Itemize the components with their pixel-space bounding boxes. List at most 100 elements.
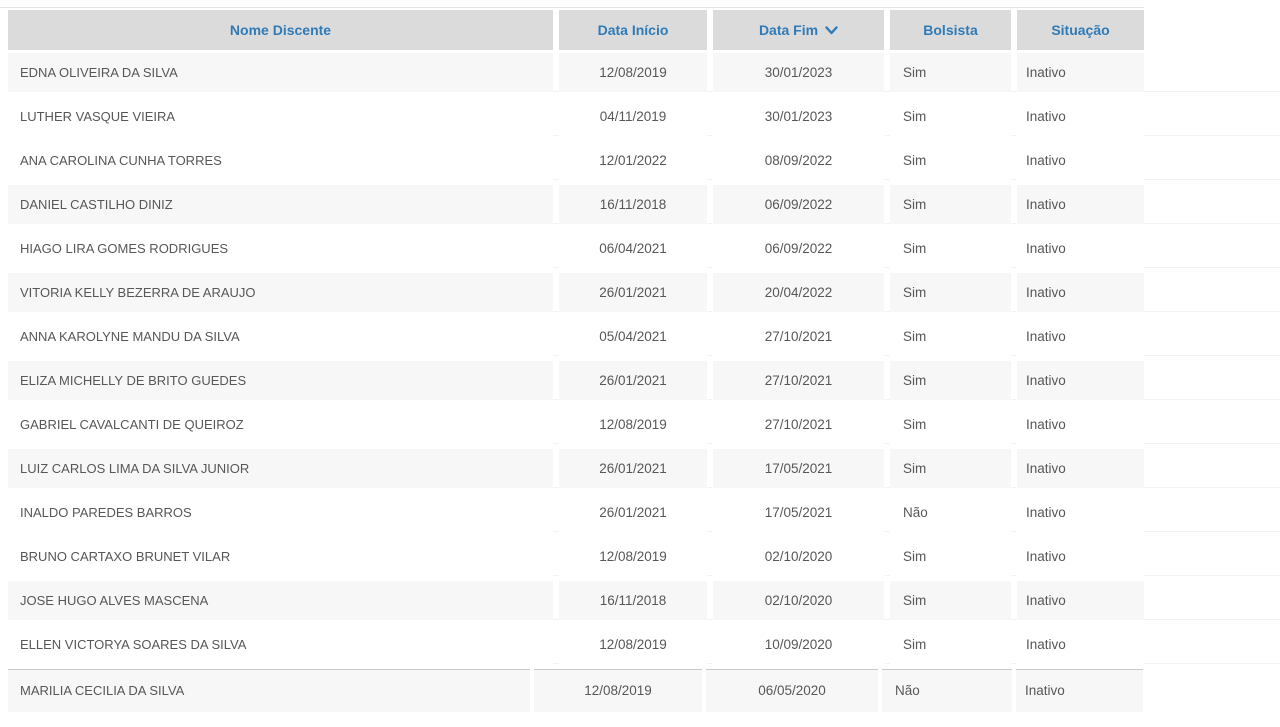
cell-nome-discente: GABRIEL CAVALCANTI DE QUEIROZ	[8, 405, 553, 444]
cell-data-fim: 27/10/2021	[713, 317, 884, 356]
cell-nome-discente: ELIZA MICHELLY DE BRITO GUEDES	[8, 361, 553, 400]
cell-data-fim: 02/10/2020	[713, 581, 884, 620]
cell-data-inicio: 16/11/2018	[559, 581, 707, 620]
cell-data-inicio: 12/08/2019	[559, 53, 707, 92]
cell-data-fim: 20/04/2022	[713, 273, 884, 312]
cell-data-fim: 17/05/2021	[713, 449, 884, 488]
cell-data-inicio: 12/08/2019	[559, 405, 707, 444]
cell-bolsista: Sim	[890, 185, 1011, 224]
column-header-nome-discente[interactable]: Nome Discente	[8, 10, 553, 50]
column-header-situacao[interactable]: Situação	[1017, 10, 1144, 50]
table-row: ANA CAROLINA CUNHA TORRES 12/01/2022 08/…	[8, 141, 1280, 180]
cell-nome-discente: LUTHER VASQUE VIEIRA	[8, 97, 553, 136]
cell-data-fim: 27/10/2021	[713, 361, 884, 400]
cell-data-inicio: 06/04/2021	[559, 229, 707, 268]
cell-bolsista: Sim	[890, 405, 1011, 444]
cell-data-fim: 06/09/2022	[713, 229, 884, 268]
cell-situacao: Inativo	[1017, 229, 1144, 268]
cell-bolsista: Sim	[890, 581, 1011, 620]
cell-bolsista: Sim	[890, 53, 1011, 92]
cell-data-fim: 06/09/2022	[713, 185, 884, 224]
table-header-row: Nome Discente Data Início Data Fim Bolsi…	[8, 10, 1280, 50]
cell-data-inicio: 26/01/2021	[559, 493, 707, 532]
cell-data-fim: 02/10/2020	[713, 537, 884, 576]
cell-situacao: Inativo	[1017, 53, 1144, 92]
cell-bolsista: Não	[890, 493, 1011, 532]
cell-bolsista: Sim	[890, 141, 1011, 180]
cell-data-inicio: 26/01/2021	[559, 361, 707, 400]
cell-data-inicio: 05/04/2021	[559, 317, 707, 356]
column-header-bolsista[interactable]: Bolsista	[890, 10, 1011, 50]
cell-data-inicio: 26/01/2021	[559, 273, 707, 312]
table-row: VITORIA KELLY BEZERRA DE ARAUJO 26/01/20…	[8, 273, 1280, 312]
chevron-down-icon[interactable]	[825, 10, 838, 50]
table-row: HIAGO LIRA GOMES RODRIGUES 06/04/2021 06…	[8, 229, 1280, 268]
cell-situacao: Inativo	[1017, 537, 1144, 576]
cell-situacao: Inativo	[1017, 361, 1144, 400]
cell-bolsista: Sim	[890, 361, 1011, 400]
cell-nome-discente: LUIZ CARLOS LIMA DA SILVA JUNIOR	[8, 449, 553, 488]
cell-situacao: Inativo	[1017, 141, 1144, 180]
cell-data-inicio: 12/08/2019	[534, 669, 702, 712]
cell-nome-discente: JOSE HUGO ALVES MASCENA	[8, 581, 553, 620]
cell-nome-discente: ELLEN VICTORYA SOARES DA SILVA	[8, 625, 553, 664]
table-row: ANNA KAROLYNE MANDU DA SILVA 05/04/2021 …	[8, 317, 1280, 356]
cell-data-fim: 10/09/2020	[713, 625, 884, 664]
table-row: LUTHER VASQUE VIEIRA 04/11/2019 30/01/20…	[8, 97, 1280, 136]
cell-situacao: Inativo	[1017, 405, 1144, 444]
cell-bolsista: Sim	[890, 449, 1011, 488]
cell-situacao: Inativo	[1017, 317, 1144, 356]
cell-bolsista: Sim	[890, 229, 1011, 268]
cell-data-inicio: 12/08/2019	[559, 537, 707, 576]
cell-data-inicio: 12/01/2022	[559, 141, 707, 180]
table-top-border	[0, 7, 1144, 8]
cell-bolsista: Sim	[890, 537, 1011, 576]
cell-data-fim: 27/10/2021	[713, 405, 884, 444]
table-body: EDNA OLIVEIRA DA SILVA 12/08/2019 30/01/…	[0, 53, 1280, 712]
cell-situacao: Inativo	[1017, 493, 1144, 532]
cell-bolsista: Sim	[890, 273, 1011, 312]
column-header-data-fim[interactable]: Data Fim	[713, 10, 884, 50]
column-header-data-inicio[interactable]: Data Início	[559, 10, 707, 50]
table-row: LUIZ CARLOS LIMA DA SILVA JUNIOR 26/01/2…	[8, 449, 1280, 488]
cell-nome-discente: HIAGO LIRA GOMES RODRIGUES	[8, 229, 553, 268]
cell-data-inicio: 16/11/2018	[559, 185, 707, 224]
cell-nome-discente: EDNA OLIVEIRA DA SILVA	[8, 53, 553, 92]
cell-situacao: Inativo	[1017, 185, 1144, 224]
cell-situacao: Inativo	[1017, 273, 1144, 312]
cell-situacao: Inativo	[1017, 97, 1144, 136]
table-row: JOSE HUGO ALVES MASCENA 16/11/2018 02/10…	[8, 581, 1280, 620]
table-row: EDNA OLIVEIRA DA SILVA 12/08/2019 30/01/…	[8, 53, 1280, 92]
cell-bolsista: Não	[882, 669, 1012, 712]
table-row: MARILIA CECILIA DA SILVA 12/08/2019 06/0…	[8, 669, 1280, 712]
table-row: ELLEN VICTORYA SOARES DA SILVA 12/08/201…	[8, 625, 1280, 664]
cell-data-fim: 30/01/2023	[713, 53, 884, 92]
cell-situacao: Inativo	[1017, 449, 1144, 488]
cell-situacao: Inativo	[1017, 581, 1144, 620]
table-row: INALDO PAREDES BARROS 26/01/2021 17/05/2…	[8, 493, 1280, 532]
table-row: ELIZA MICHELLY DE BRITO GUEDES 26/01/202…	[8, 361, 1280, 400]
cell-data-inicio: 12/08/2019	[559, 625, 707, 664]
cell-nome-discente: ANA CAROLINA CUNHA TORRES	[8, 141, 553, 180]
cell-situacao: Inativo	[1017, 625, 1144, 664]
cell-nome-discente: ANNA KAROLYNE MANDU DA SILVA	[8, 317, 553, 356]
column-header-data-fim-label: Data Fim	[758, 22, 819, 38]
cell-data-fim: 06/05/2020	[706, 669, 878, 712]
cell-bolsista: Sim	[890, 97, 1011, 136]
table-row: DANIEL CASTILHO DINIZ 16/11/2018 06/09/2…	[8, 185, 1280, 224]
cell-bolsista: Sim	[890, 625, 1011, 664]
students-table-page: Nome Discente Data Início Data Fim Bolsi…	[0, 7, 1280, 727]
cell-data-inicio: 04/11/2019	[559, 97, 707, 136]
cell-data-fim: 30/01/2023	[713, 97, 884, 136]
cell-nome-discente: INALDO PAREDES BARROS	[8, 493, 553, 532]
table-row: GABRIEL CAVALCANTI DE QUEIROZ 12/08/2019…	[8, 405, 1280, 444]
cell-nome-discente: VITORIA KELLY BEZERRA DE ARAUJO	[8, 273, 553, 312]
cell-situacao: Inativo	[1016, 669, 1143, 712]
cell-data-fim: 17/05/2021	[713, 493, 884, 532]
table-row: BRUNO CARTAXO BRUNET VILAR 12/08/2019 02…	[8, 537, 1280, 576]
cell-nome-discente: DANIEL CASTILHO DINIZ	[8, 185, 553, 224]
cell-data-inicio: 26/01/2021	[559, 449, 707, 488]
cell-data-fim: 08/09/2022	[713, 141, 884, 180]
cell-nome-discente: MARILIA CECILIA DA SILVA	[8, 669, 530, 712]
cell-nome-discente: BRUNO CARTAXO BRUNET VILAR	[8, 537, 553, 576]
